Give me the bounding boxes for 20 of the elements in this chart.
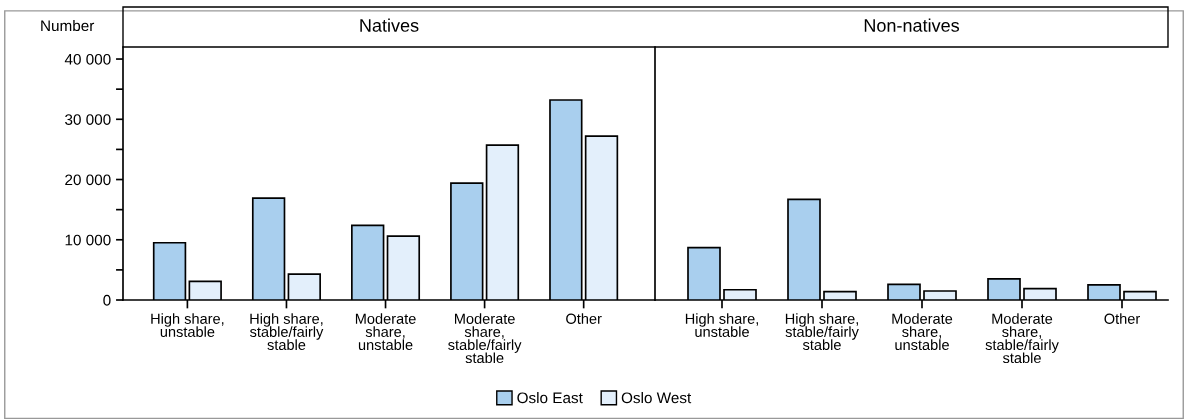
x-tick-label: High share, stable/fairly stable: [249, 313, 324, 351]
legend-label: Oslo East: [517, 392, 583, 404]
x-tick-label: High share, unstable: [685, 313, 758, 337]
y-axis-title: Number: [41, 19, 95, 32]
y-tick-label: 20 000: [65, 174, 111, 186]
x-tick-label: Moderate share, unstable: [355, 313, 416, 351]
x-tick-label: Other: [1104, 313, 1140, 324]
x-tick-label: Moderate share, stable/fairly stable: [985, 313, 1059, 364]
chart-title: Non-natives: [864, 18, 960, 32]
y-tick-label: 0: [103, 294, 111, 306]
x-tick-label: High share, stable/fairly stable: [785, 313, 859, 351]
y-tick-label: 40 000: [64, 53, 111, 65]
legend-label: Oslo West: [621, 392, 692, 404]
x-tick-label: Other: [566, 313, 602, 324]
x-tick-label: Moderate share, stable/fairly stable: [448, 313, 522, 364]
y-tick-label: 30 000: [65, 114, 111, 125]
x-tick-label: Moderate share, unstable: [892, 313, 953, 351]
y-tick-label: 10 000: [65, 234, 111, 246]
x-tick-label: High share, unstable: [151, 313, 224, 337]
chart-title: Natives: [360, 18, 419, 32]
